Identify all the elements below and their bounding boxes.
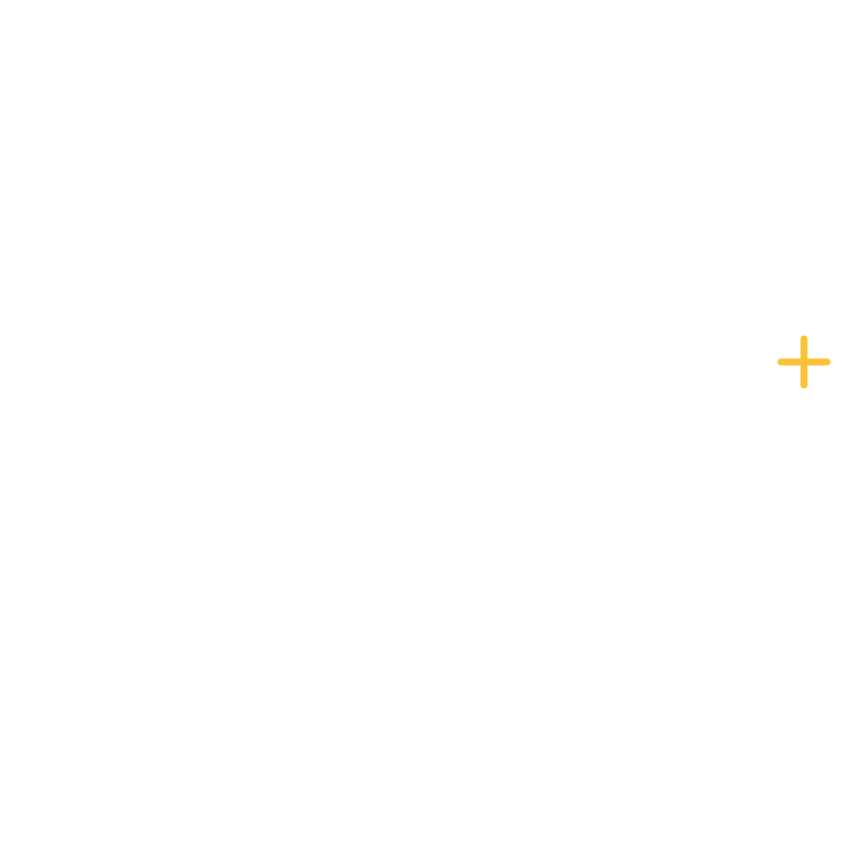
plus-icon — [777, 335, 831, 389]
add-button[interactable] — [776, 334, 832, 390]
